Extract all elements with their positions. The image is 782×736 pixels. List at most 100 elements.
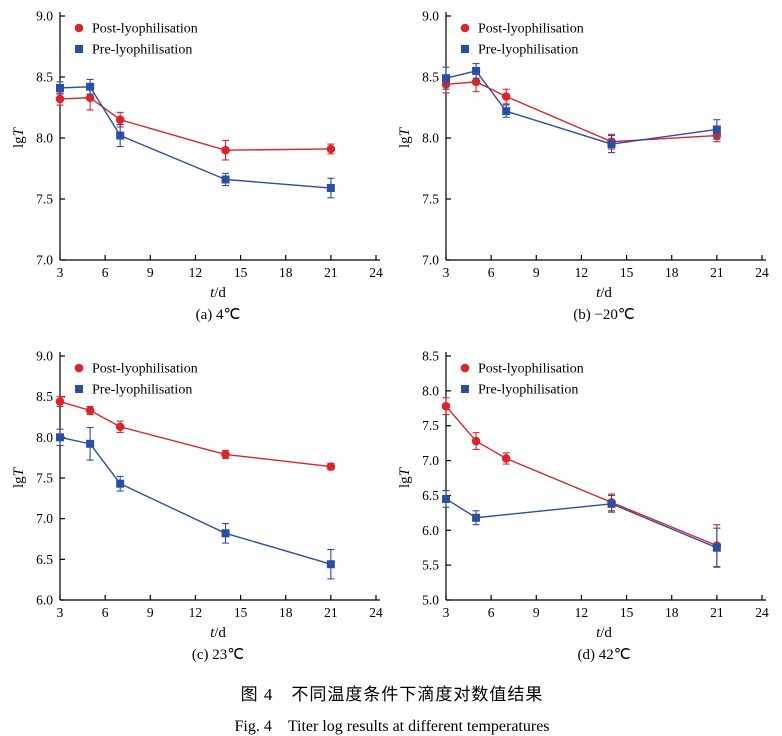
square-marker — [442, 494, 450, 503]
y-tick-label: 9.0 — [36, 349, 53, 364]
square-marker — [472, 513, 481, 522]
circle-marker — [441, 401, 451, 411]
legend: Post-lyophilisation Pre-lyophilisation — [74, 22, 198, 58]
legend-label: Pre-lyophilisation — [92, 43, 192, 58]
circle-marker — [85, 93, 95, 103]
y-tick-label: 7.5 — [36, 471, 53, 486]
series-pre-lyophilisation — [56, 78, 335, 199]
x-tick-label: 9 — [147, 265, 154, 280]
charts-grid: 3 6 9 12 15 18 21 24 7.0 7.5 8.0 8.5 9.0 t/d lgT Post-l… — [8, 6, 776, 664]
x-tick-label: 24 — [369, 265, 383, 280]
circle-marker — [326, 462, 336, 471]
legend: Post-lyophilisation Pre-lyophilisation — [460, 362, 584, 398]
y-tick-label: 6.5 — [422, 488, 439, 503]
legend-label: Post-lyophilisation — [478, 362, 584, 377]
square-marker — [461, 385, 469, 393]
circle-marker — [115, 422, 125, 432]
chart-a-block: 3 6 9 12 15 18 21 24 7.0 7.5 8.0 8.5 9.0 t/d lgT Post-l… — [8, 6, 388, 324]
y-tick-label: 7.0 — [36, 511, 53, 526]
x-tick-label: 9 — [147, 605, 154, 620]
legend-label: Pre-lyophilisation — [92, 383, 192, 398]
chart-b-minus20c: 3 6 9 12 15 18 21 24 7.0 7.5 8.0 8.5 9.0 t/d lgT Post-l… — [397, 9, 769, 324]
y-tick-label: 6.0 — [36, 593, 53, 608]
x-axis-label: t/d — [596, 625, 612, 641]
chart-a-4c: 3 6 9 12 15 18 21 24 7.0 7.5 8.0 8.5 9.0 t/d lgT Post-l… — [11, 9, 383, 324]
y-axis-label: lgT — [397, 126, 413, 148]
y-tick-label: 9.0 — [422, 9, 439, 24]
x-tick-label: 3 — [443, 605, 450, 620]
circle-marker — [85, 406, 95, 415]
series-post-lyophilisation — [55, 396, 336, 471]
x-tick-label: 24 — [755, 265, 769, 280]
axes — [445, 352, 766, 601]
circle-marker — [221, 145, 230, 155]
series-post-lyophilisation — [441, 397, 722, 568]
x-tick-label: 18 — [665, 265, 679, 280]
circle-marker — [221, 450, 230, 459]
legend-label: Post-lyophilisation — [92, 22, 198, 37]
y-tick-label: 7.5 — [422, 192, 439, 207]
subplot-label: (b) −20℃ — [573, 307, 635, 323]
square-marker — [221, 175, 230, 184]
square-marker — [502, 107, 511, 116]
circle-marker — [55, 94, 65, 104]
x-tick-label: 15 — [620, 605, 634, 620]
y-axis-label: lgT — [11, 466, 27, 488]
square-marker — [326, 560, 335, 569]
series-post-lyophilisation — [55, 84, 336, 161]
subplot-label: (d) 42℃ — [577, 647, 630, 663]
x-tick-label: 3 — [443, 265, 450, 280]
y-tick-label: 8.0 — [36, 131, 53, 146]
x-tick-label: 6 — [488, 605, 495, 620]
chart-b-block: 3 6 9 12 15 18 21 24 7.0 7.5 8.0 8.5 9.0 t/d lgT Post-l… — [394, 6, 774, 324]
caption-chinese: 图 4 不同温度条件下滴度对数值结果 — [240, 685, 544, 704]
y-tick-label: 8.0 — [422, 383, 439, 398]
square-marker — [607, 499, 616, 508]
x-tick-label: 3 — [57, 605, 64, 620]
x-tick-label: 15 — [620, 265, 634, 280]
x-tick-label: 18 — [665, 605, 679, 620]
circle-marker — [326, 144, 336, 154]
axes — [445, 12, 766, 261]
x-axis-label: t/d — [596, 285, 612, 301]
square-marker — [75, 45, 83, 53]
y-tick-label: 8.0 — [422, 131, 439, 146]
x-tick-label: 12 — [575, 265, 589, 280]
chart-c-23c: 3 6 9 12 15 18 21 24 6.0 6.5 7.0 7.5 8.0 8.5 9.0 t/d lgT… — [11, 349, 383, 664]
x-tick-label: 21 — [710, 265, 724, 280]
circle-marker — [471, 77, 481, 87]
square-marker — [712, 543, 721, 552]
y-tick-label: 6.0 — [422, 523, 439, 538]
square-marker — [116, 479, 125, 488]
x-tick-label: 15 — [234, 265, 248, 280]
x-tick-label: 6 — [488, 265, 495, 280]
circle-marker — [501, 92, 511, 101]
x-tick-label: 21 — [324, 265, 338, 280]
square-marker — [86, 439, 95, 448]
x-tick-label: 6 — [102, 605, 109, 620]
square-marker — [75, 385, 83, 393]
x-axis-label: t/d — [210, 625, 226, 641]
circle-marker — [74, 23, 84, 33]
circle-marker — [115, 115, 125, 124]
circle-marker — [501, 454, 511, 463]
y-tick-label: 5.5 — [422, 558, 439, 573]
y-tick-label: 7.0 — [36, 253, 53, 268]
series-pre-lyophilisation — [442, 63, 721, 154]
caption-english: Fig. 4 Titer log results at different te… — [234, 718, 550, 735]
y-tick-label: 8.5 — [36, 70, 53, 85]
square-marker — [56, 83, 64, 92]
y-tick-label: 6.5 — [36, 552, 53, 567]
legend-label: Pre-lyophilisation — [478, 383, 578, 398]
square-marker — [326, 184, 335, 193]
circle-marker — [74, 363, 84, 373]
x-tick-label: 24 — [369, 605, 383, 620]
legend: Post-lyophilisation Pre-lyophilisation — [460, 22, 584, 58]
circle-marker — [460, 23, 470, 33]
chart-d-42c: 3 6 9 12 15 18 21 24 5.0 5.5 6.0 6.5 7.0 7.5 8.0 8.5 t/d… — [397, 349, 769, 664]
chart-c-block: 3 6 9 12 15 18 21 24 6.0 6.5 7.0 7.5 8.0 8.5 9.0 t/d lgT… — [8, 346, 388, 664]
x-tick-label: 12 — [189, 605, 203, 620]
square-marker — [221, 529, 230, 538]
x-tick-label: 18 — [279, 265, 293, 280]
